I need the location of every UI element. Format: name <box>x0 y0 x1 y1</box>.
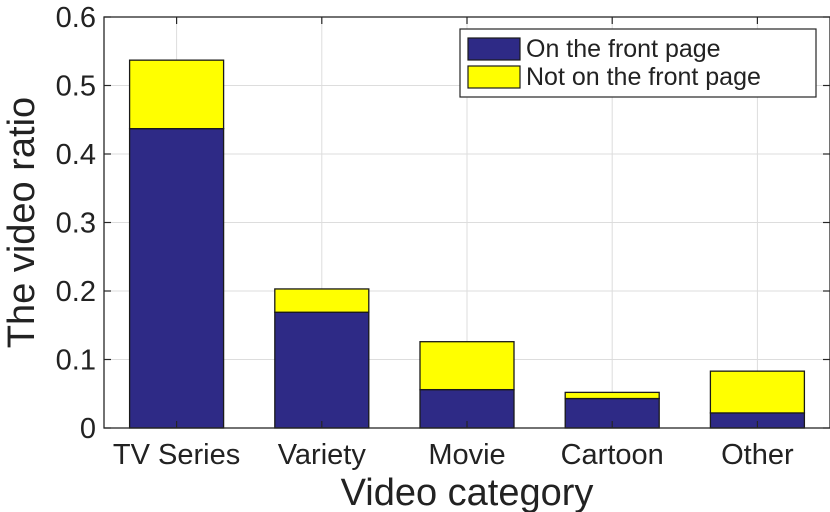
legend-label: On the front page <box>526 35 721 63</box>
legend-swatch <box>467 37 521 61</box>
x-axis-ticks: TV Series Variety Movie Cartoon Other <box>113 17 794 471</box>
y-axis-ticks: 0 0.1 0.2 0.3 0.4 0.5 0.6 <box>56 2 830 445</box>
legend-swatch <box>467 65 521 89</box>
legend-label: Not on the front page <box>526 63 761 91</box>
y-axis-title: The video ratio <box>1 97 43 348</box>
y-tick-label: 0.2 <box>56 276 96 308</box>
x-tick-label: Movie <box>428 439 505 471</box>
bar-not-front-page <box>419 341 515 391</box>
bar-front-page <box>128 128 225 429</box>
x-axis-title: Video category <box>341 472 594 512</box>
y-tick-label: 0.1 <box>56 345 96 377</box>
bar-not-front-page <box>709 370 806 414</box>
bar-not-front-page <box>274 288 370 313</box>
x-tick-label: TV Series <box>113 439 240 471</box>
y-tick-label: 0.3 <box>56 208 96 240</box>
y-tick-label: 0 <box>80 413 96 445</box>
bar-not-front-page <box>128 59 225 130</box>
bar-front-page <box>274 311 370 429</box>
x-tick-label: Other <box>721 439 794 471</box>
y-tick-label: 0.5 <box>56 71 96 103</box>
x-tick-label: Cartoon <box>561 439 664 471</box>
y-tick-label: 0.6 <box>56 2 96 34</box>
x-tick-label: Variety <box>278 439 367 471</box>
bar-not-front-page <box>564 391 660 400</box>
y-tick-label: 0.4 <box>56 139 96 171</box>
